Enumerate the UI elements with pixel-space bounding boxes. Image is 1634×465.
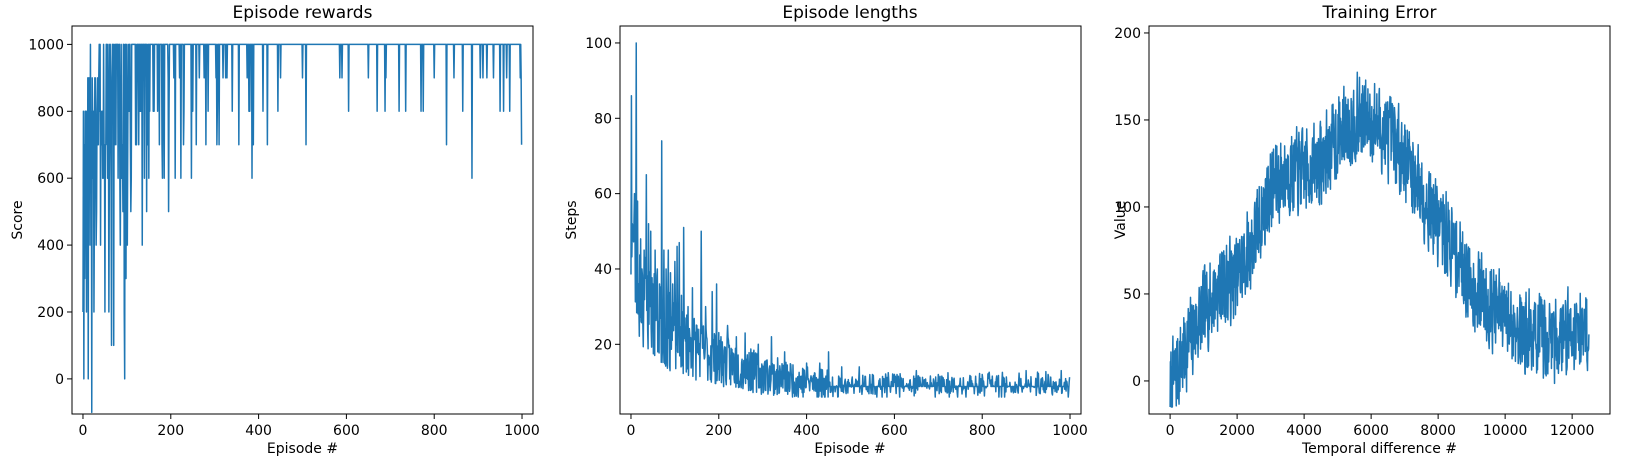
x-tick-label: 1000 [1052,423,1088,439]
axes-frame [1148,25,1611,415]
chart-episode-rewards: Episode rewards 0 200 400 600 800 1000 0 200 40… [10,3,540,457]
y-tick-label: 50 [1123,287,1141,303]
x-tick-label: 800 [421,423,448,439]
y-tick-label: 800 [37,104,64,120]
y-axis-ticks: 20 40 60 80 100 [585,36,620,353]
x-tick-label: 800 [969,423,996,439]
chart-training-error: Training Error 0 2000 4000 6000 8000 10000 120… [1113,3,1611,457]
x-tick-label: 400 [793,423,820,439]
x-axis-label: Temporal difference # [1301,441,1457,457]
y-axis-label: Steps [564,200,580,239]
x-tick-label: 2000 [1219,423,1255,439]
axes-frame [619,25,1082,415]
y-tick-label: 40 [594,262,612,278]
x-axis-label: Episode # [267,441,338,457]
y-tick-label: 1000 [28,37,64,53]
y-axis-label: Score [10,200,26,239]
x-tick-label: 400 [245,423,272,439]
x-axis-ticks: 0 200 400 600 800 1000 [79,414,540,439]
x-axis-label: Episode # [814,441,885,457]
chart-title: Episode rewards [233,3,373,23]
x-tick-label: 1000 [504,423,540,439]
axes-frame [71,25,534,415]
y-tick-label: 400 [37,238,64,254]
x-tick-label: 0 [79,423,88,439]
y-tick-label: 100 [585,36,612,52]
y-tick-label: 80 [594,111,612,127]
y-axis-label: Value [1113,201,1129,239]
y-tick-label: 0 [55,372,64,388]
x-tick-label: 6000 [1353,423,1389,439]
y-tick-label: 100 [1114,200,1141,216]
x-axis-ticks: 0 200 400 600 800 1000 [627,414,1088,439]
y-tick-label: 200 [1114,26,1141,42]
plot-area [630,42,1071,398]
x-tick-label: 200 [705,423,732,439]
x-tick-label: 600 [333,423,360,439]
y-tick-label: 150 [1114,113,1141,129]
plot-area [82,43,523,414]
x-tick-label: 200 [157,423,184,439]
x-tick-label: 0 [1166,423,1175,439]
y-tick-label: 200 [37,305,64,321]
y-tick-label: 60 [594,187,612,203]
series-line [82,43,523,414]
x-tick-label: 600 [881,423,908,439]
y-tick-label: 600 [37,171,64,187]
x-tick-label: 4000 [1286,423,1322,439]
chart-title: Training Error [1322,3,1437,23]
y-tick-label: 20 [594,337,612,353]
y-axis-ticks: 0 50 100 150 200 [1114,26,1149,390]
plot-area [1169,71,1590,408]
series-line [630,42,1071,398]
x-tick-label: 8000 [1420,423,1456,439]
series-line [1169,71,1590,408]
chart-title: Episode lengths [782,3,917,23]
y-axis-ticks: 0 200 400 600 800 1000 [28,37,72,388]
x-tick-label: 10000 [1483,423,1528,439]
x-tick-label: 12000 [1550,423,1595,439]
chart-episode-lengths: Episode lengths 0 200 400 600 800 1000 20 40 60… [564,3,1088,457]
x-tick-label: 0 [627,423,636,439]
y-tick-label: 0 [1132,374,1141,390]
x-axis-ticks: 0 2000 4000 6000 8000 10000 12000 [1166,414,1595,439]
